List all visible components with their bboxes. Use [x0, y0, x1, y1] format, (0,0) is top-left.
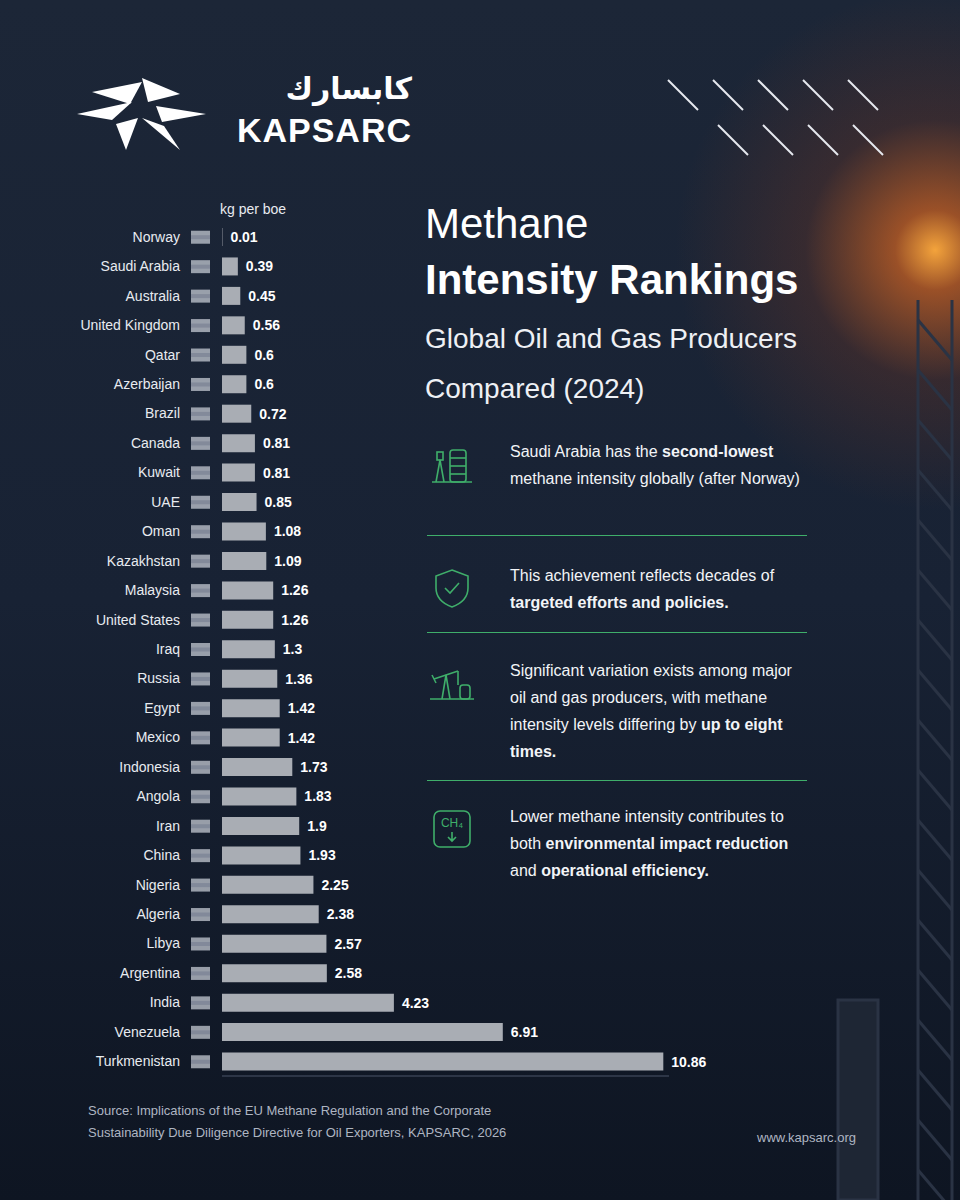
svg-text:0.81: 0.81: [263, 465, 290, 481]
svg-text:Nigeria: Nigeria: [136, 877, 181, 893]
svg-text:2.38: 2.38: [327, 906, 354, 922]
svg-text:2.58: 2.58: [335, 965, 362, 981]
html-text:methane intensity globally (af: methane intensity globally (after Norway…: [510, 470, 800, 487]
svg-text:1.3: 1.3: [283, 641, 303, 657]
svg-text:4.23: 4.23: [402, 995, 429, 1011]
svg-text:Iran: Iran: [156, 818, 180, 834]
svg-text:Malaysia: Malaysia: [125, 582, 180, 598]
svg-text:Norway: Norway: [133, 229, 180, 245]
svg-text:1.08: 1.08: [274, 523, 301, 539]
svg-text:Brazil: Brazil: [145, 405, 180, 421]
svg-text:1.36: 1.36: [285, 671, 312, 687]
svg-text:UAE: UAE: [151, 494, 180, 510]
svg-text:Australia: Australia: [126, 288, 181, 304]
html-text:Global Oil and Gas Producers C: Global Oil and Gas Producers Compared (2…: [425, 323, 797, 404]
svg-text:United Kingdom: United Kingdom: [80, 317, 180, 333]
svg-text:Kazakhstan: Kazakhstan: [107, 553, 180, 569]
svg-text:6.91: 6.91: [511, 1024, 538, 1040]
svg-text:1.42: 1.42: [288, 730, 315, 746]
svg-text:Canada: Canada: [131, 435, 180, 451]
svg-text:Libya: Libya: [147, 935, 181, 951]
svg-text:1.9: 1.9: [307, 818, 327, 834]
svg-text:0.85: 0.85: [265, 494, 292, 510]
html-text:This achievement reflects deca: This achievement reflects decades of: [510, 567, 775, 584]
svg-text:Russia: Russia: [137, 670, 180, 686]
svg-text:0.6: 0.6: [254, 376, 274, 392]
svg-text:2.25: 2.25: [321, 877, 348, 893]
html-text:targeted efforts and policies.: targeted efforts and policies.: [510, 594, 729, 611]
html-text:Lower methane intensity contri: Lower methane intensity contributes to b…: [510, 808, 789, 852]
svg-text:1.83: 1.83: [304, 788, 331, 804]
html-text:KAPSARC: KAPSARC: [236, 111, 412, 149]
svg-text:Turkmenistan: Turkmenistan: [96, 1053, 180, 1069]
svg-text:1.26: 1.26: [281, 612, 308, 628]
html-text:kg per boe: kg per boe: [220, 201, 287, 217]
html-text:Significant variation exists a: Significant variation exists among major…: [510, 662, 792, 760]
svg-text:Argentina: Argentina: [120, 965, 180, 981]
svg-text:Kuwait: Kuwait: [138, 464, 180, 480]
svg-text:Qatar: Qatar: [145, 347, 180, 363]
svg-text:Saudi Arabia: Saudi Arabia: [101, 258, 181, 274]
svg-text:0.01: 0.01: [230, 229, 257, 245]
html-text:Intensity Rankings: Intensity Rankings: [425, 256, 799, 303]
svg-text:Iraq: Iraq: [156, 641, 180, 657]
svg-text:0.81: 0.81: [263, 435, 290, 451]
svg-text:0.72: 0.72: [259, 406, 286, 422]
svg-text:1.26: 1.26: [281, 582, 308, 598]
svg-text:0.56: 0.56: [253, 317, 280, 333]
svg-text:Egypt: Egypt: [144, 700, 180, 716]
svg-text:Oman: Oman: [142, 523, 180, 539]
svg-text:China: China: [143, 847, 180, 863]
svg-text:10.86: 10.86: [671, 1054, 706, 1070]
svg-text:CH₄: CH₄: [441, 816, 463, 830]
svg-text:2.57: 2.57: [334, 936, 361, 952]
svg-text:Azerbaijan: Azerbaijan: [114, 376, 180, 392]
svg-text:1.09: 1.09: [274, 553, 301, 569]
html-text:www.kapsarc.org: www.kapsarc.org: [757, 1130, 856, 1145]
html-text:Saudi Arabia has the second-lo: Saudi Arabia has the second-lowest: [510, 443, 774, 460]
svg-text:0.6: 0.6: [254, 347, 274, 363]
svg-text:1.42: 1.42: [288, 700, 315, 716]
svg-text:Angola: Angola: [136, 788, 180, 804]
svg-text:1.73: 1.73: [300, 759, 327, 775]
svg-text:United States: United States: [96, 612, 180, 628]
html-text:كابسارك: كابسارك: [285, 71, 412, 106]
svg-text:Indonesia: Indonesia: [119, 759, 180, 775]
svg-text:Mexico: Mexico: [136, 729, 181, 745]
svg-text:0.45: 0.45: [248, 288, 275, 304]
svg-text:Venezuela: Venezuela: [115, 1024, 181, 1040]
svg-text:0.39: 0.39: [246, 258, 273, 274]
svg-text:India: India: [150, 994, 181, 1010]
html-text:and operational efficiency.: and operational efficiency.: [510, 862, 709, 879]
svg-text:Algeria: Algeria: [136, 906, 180, 922]
html-text:Methane: Methane: [425, 200, 589, 247]
svg-text:1.93: 1.93: [308, 847, 335, 863]
html-text:Source: Implications of the EU: Source: Implications of the EU Methane R…: [88, 1103, 507, 1140]
